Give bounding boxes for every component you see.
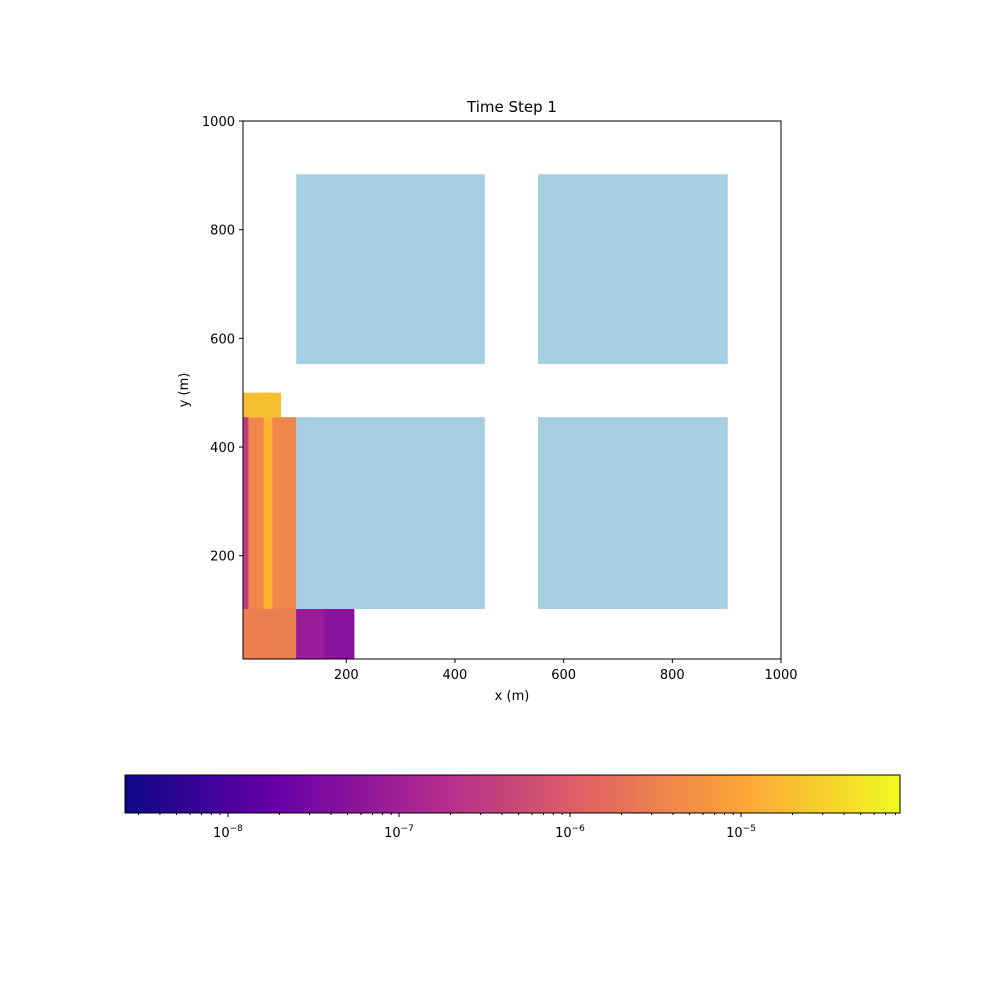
colorbar-tick-label: 10−7 bbox=[384, 824, 414, 841]
building-block bbox=[296, 417, 485, 610]
y-tick-label: 600 bbox=[210, 332, 235, 347]
y-axis-label: y (m) bbox=[177, 373, 192, 408]
x-tick-label: 800 bbox=[660, 668, 685, 683]
concentration-field bbox=[243, 392, 355, 659]
colorbar: 10−8 10−7 10−6 10−5 bbox=[124, 774, 901, 841]
colorbar-ticks: 10−8 10−7 10−6 10−5 bbox=[138, 813, 896, 841]
y-tick-label: 1000 bbox=[202, 115, 235, 130]
concentration-cell bbox=[243, 417, 249, 610]
x-tick-label: 400 bbox=[443, 668, 468, 683]
x-tick-label: 1000 bbox=[764, 668, 797, 683]
colorbar-gradient bbox=[124, 774, 901, 814]
y-tick-label: 800 bbox=[210, 224, 235, 239]
concentration-cell bbox=[263, 392, 273, 610]
colorbar-tick-label: 10−6 bbox=[555, 824, 585, 841]
x-axis: 200 400 600 800 1000 bbox=[334, 659, 798, 683]
colorbar-tick-label: 10−5 bbox=[726, 824, 756, 841]
x-tick-label: 200 bbox=[334, 668, 359, 683]
y-tick-label: 200 bbox=[210, 550, 235, 565]
y-tick-label: 400 bbox=[210, 441, 235, 456]
building-block bbox=[538, 174, 728, 364]
y-axis: 200 400 600 800 1000 bbox=[202, 115, 243, 565]
building-block bbox=[296, 174, 485, 364]
colorbar-tick-label: 10−8 bbox=[213, 824, 243, 841]
chart-title: Time Step 1 bbox=[466, 98, 557, 116]
plot-area bbox=[243, 174, 728, 659]
building-block bbox=[538, 417, 728, 610]
x-axis-label: x (m) bbox=[495, 689, 530, 704]
concentration-cell bbox=[296, 609, 325, 659]
concentration-cell bbox=[243, 392, 282, 418]
plot-frame bbox=[242, 120, 782, 660]
buildings-layer bbox=[296, 174, 728, 610]
x-tick-label: 600 bbox=[551, 668, 576, 683]
concentration-cell bbox=[243, 609, 297, 659]
